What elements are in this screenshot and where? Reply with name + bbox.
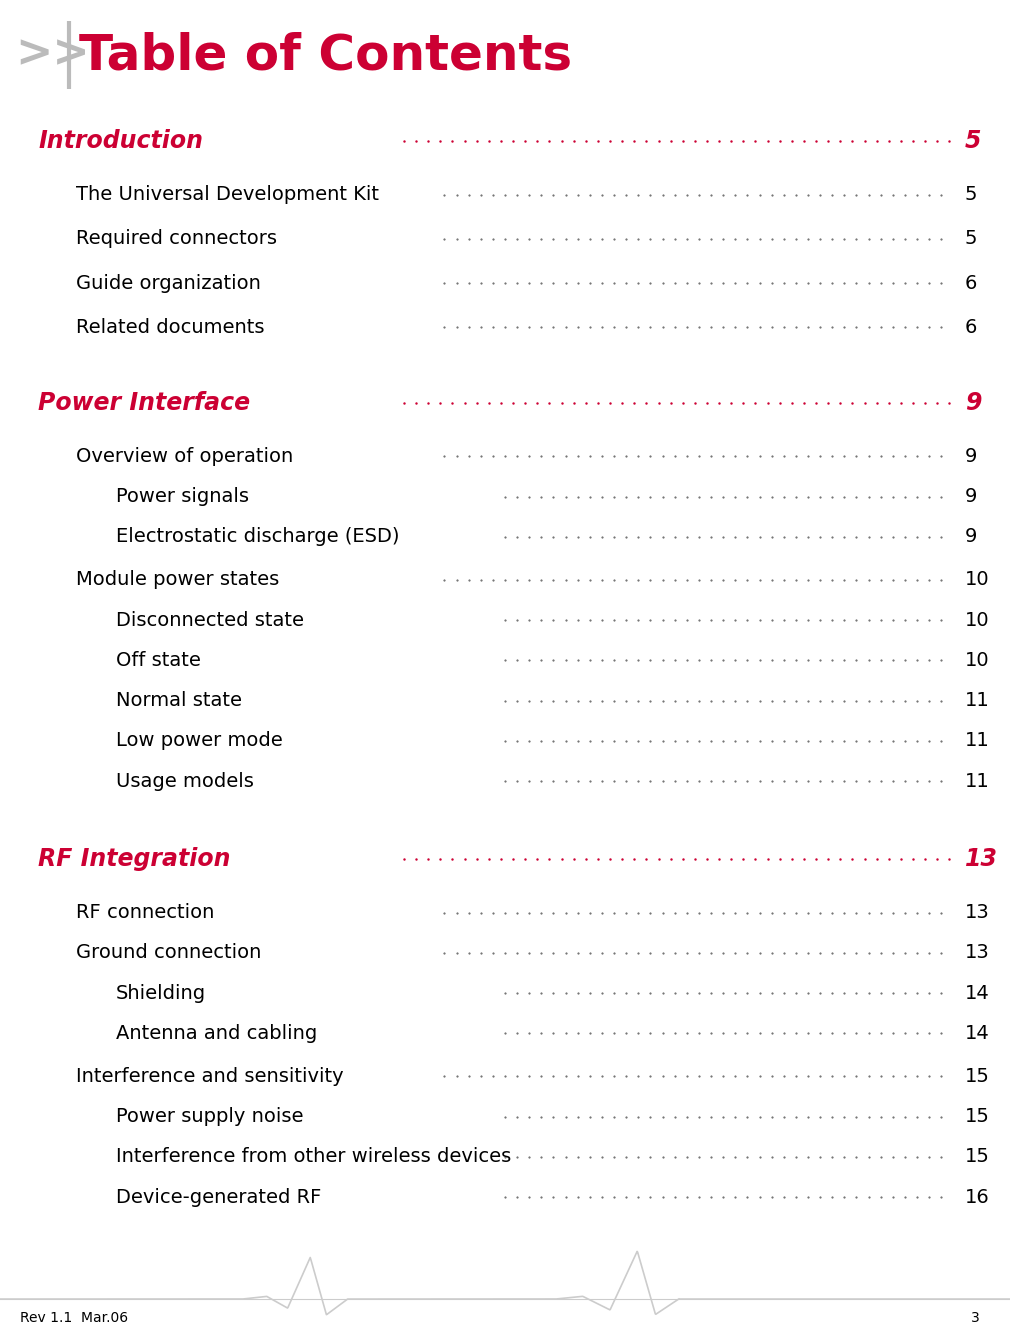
Text: 9: 9: [965, 447, 977, 466]
Text: Overview of operation: Overview of operation: [76, 447, 293, 466]
Text: Electrostatic discharge (ESD): Electrostatic discharge (ESD): [116, 527, 400, 546]
Text: 14: 14: [965, 984, 990, 1002]
Text: RF Integration: RF Integration: [38, 847, 231, 871]
Text: Low power mode: Low power mode: [116, 731, 283, 750]
Text: Interference and sensitivity: Interference and sensitivity: [76, 1067, 343, 1086]
Text: Disconnected state: Disconnected state: [116, 611, 304, 629]
Text: 10: 10: [965, 611, 989, 629]
Text: 13: 13: [965, 847, 998, 871]
Text: Device-generated RF: Device-generated RF: [116, 1188, 321, 1206]
Text: 15: 15: [965, 1107, 990, 1126]
Text: 10: 10: [965, 651, 989, 670]
Text: Power signals: Power signals: [116, 487, 249, 506]
Text: 13: 13: [965, 943, 990, 962]
Text: >>: >>: [15, 32, 90, 75]
Text: 10: 10: [965, 570, 989, 589]
Text: Shielding: Shielding: [116, 984, 206, 1002]
Text: Introduction: Introduction: [38, 129, 203, 153]
Text: RF connection: RF connection: [76, 903, 214, 922]
Text: 6: 6: [965, 274, 977, 293]
Text: Required connectors: Required connectors: [76, 229, 277, 248]
Text: Antenna and cabling: Antenna and cabling: [116, 1024, 317, 1043]
Text: 15: 15: [965, 1067, 990, 1086]
Text: Off state: Off state: [116, 651, 201, 670]
Text: Ground connection: Ground connection: [76, 943, 262, 962]
Text: 9: 9: [965, 391, 981, 415]
Text: 15: 15: [965, 1147, 990, 1166]
Text: Power supply noise: Power supply noise: [116, 1107, 304, 1126]
Text: Usage models: Usage models: [116, 772, 255, 790]
Text: Normal state: Normal state: [116, 691, 242, 710]
Text: 16: 16: [965, 1188, 990, 1206]
Text: 5: 5: [965, 185, 977, 204]
Text: 11: 11: [965, 691, 990, 710]
Text: 3: 3: [971, 1311, 980, 1325]
Text: Guide organization: Guide organization: [76, 274, 261, 293]
Text: Power Interface: Power Interface: [38, 391, 250, 415]
Text: Related documents: Related documents: [76, 318, 265, 337]
Text: Table of Contents: Table of Contents: [79, 31, 572, 79]
Text: 14: 14: [965, 1024, 990, 1043]
Text: 11: 11: [965, 731, 990, 750]
Text: 5: 5: [965, 229, 977, 248]
Text: 9: 9: [965, 527, 977, 546]
Text: 5: 5: [965, 129, 981, 153]
Text: 13: 13: [965, 903, 990, 922]
Text: Module power states: Module power states: [76, 570, 279, 589]
Text: Rev 1.1  Mar.06: Rev 1.1 Mar.06: [20, 1311, 128, 1325]
Text: The Universal Development Kit: The Universal Development Kit: [76, 185, 379, 204]
Text: Interference from other wireless devices: Interference from other wireless devices: [116, 1147, 511, 1166]
Text: 6: 6: [965, 318, 977, 337]
Text: 11: 11: [965, 772, 990, 790]
Text: 9: 9: [965, 487, 977, 506]
